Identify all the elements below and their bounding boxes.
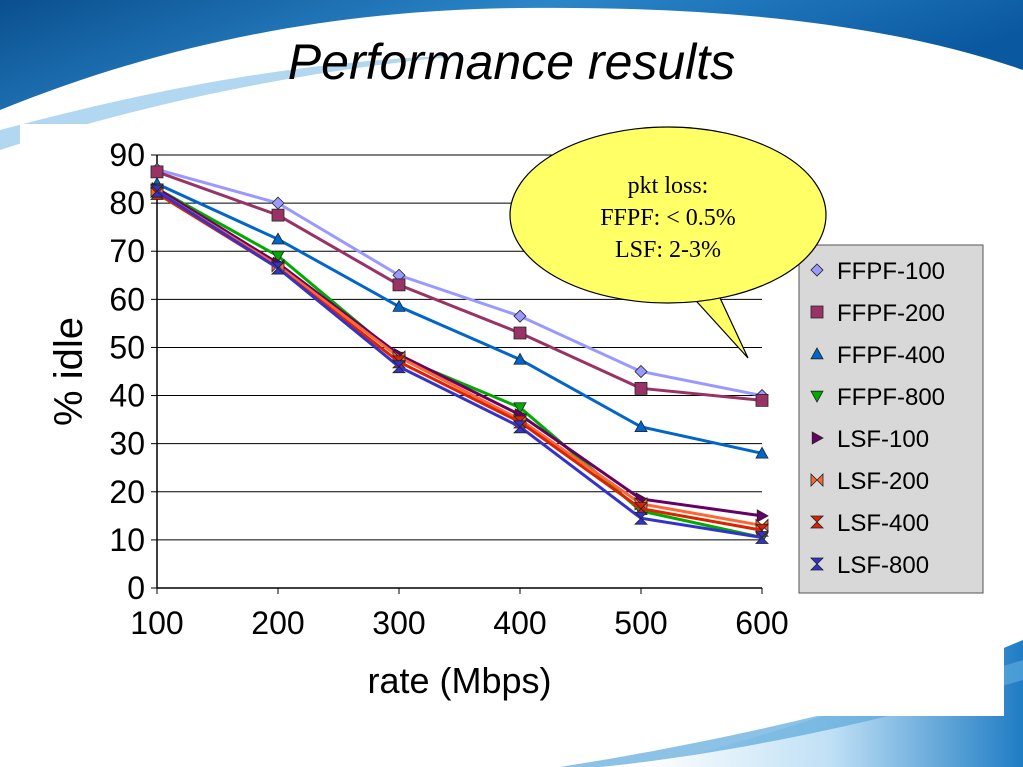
x-axis-label: rate (Mbps) xyxy=(367,660,551,701)
callout-bubble xyxy=(509,126,827,304)
legend-item: FFPF-400 xyxy=(810,342,945,369)
legend-marker xyxy=(810,563,824,571)
data-point xyxy=(634,511,648,519)
legend-marker xyxy=(810,521,824,529)
y-tick-label: 30 xyxy=(109,426,145,462)
x-tick-label: 300 xyxy=(372,605,425,641)
legend-label: LSF-100 xyxy=(837,426,929,453)
legend-label: FFPF-100 xyxy=(837,258,945,285)
y-axis-label: % idle xyxy=(47,317,91,426)
x-tick-label: 600 xyxy=(735,605,788,641)
data-point xyxy=(513,309,527,323)
y-tick-label: 0 xyxy=(127,570,145,606)
y-tick-label: 60 xyxy=(109,281,145,317)
data-point xyxy=(513,352,527,365)
legend-label: FFPF-400 xyxy=(837,342,945,369)
legend-marker xyxy=(810,390,824,403)
legend-item: LSF-400 xyxy=(810,510,929,537)
legend: FFPF-100 FFPF-200 FFPF-400 FFPF-800 LSF-100 L… xyxy=(798,244,984,594)
callout-text: FFPF: < 0.5% xyxy=(600,205,736,231)
data-point xyxy=(392,360,406,368)
data-point xyxy=(755,523,769,531)
series-lsf-800 xyxy=(150,184,769,544)
series-line xyxy=(156,189,763,539)
data-point xyxy=(271,208,285,222)
series-line xyxy=(156,182,763,455)
legend-marker xyxy=(811,431,824,445)
series-line xyxy=(156,167,763,398)
data-point xyxy=(271,267,285,275)
legend-marker xyxy=(810,473,818,487)
data-point xyxy=(755,446,769,459)
data-point xyxy=(634,381,648,395)
y-tick-label: 70 xyxy=(109,233,145,269)
legend-marker xyxy=(810,347,824,360)
legend-item: LSF-800 xyxy=(810,552,929,579)
y-tick-label: 10 xyxy=(109,522,145,558)
data-point xyxy=(756,509,769,523)
legend-box xyxy=(798,244,984,594)
data-point xyxy=(392,299,406,312)
series-line xyxy=(156,187,763,518)
legend-label: FFPF-800 xyxy=(837,384,945,411)
legend-label: FFPF-200 xyxy=(837,300,945,327)
y-tick-label: 50 xyxy=(109,329,145,365)
data-point xyxy=(755,536,769,544)
legend-marker xyxy=(816,473,824,487)
series-line xyxy=(156,189,763,527)
data-point xyxy=(392,355,406,363)
data-point xyxy=(513,402,527,415)
series-line xyxy=(156,187,763,539)
data-point xyxy=(392,366,406,374)
callout-text: LSF: 2-3% xyxy=(615,237,721,263)
y-tick-label: 90 xyxy=(109,137,145,173)
x-tick-label: 100 xyxy=(130,605,183,641)
legend-label: LSF-400 xyxy=(837,510,929,537)
legend-item: LSF-100 xyxy=(811,426,929,453)
y-tick-label: 20 xyxy=(109,474,145,510)
legend-marker xyxy=(810,557,824,565)
callout-seam xyxy=(672,258,702,300)
data-point xyxy=(755,393,769,407)
data-point xyxy=(513,415,527,423)
callout-text: pkt loss: xyxy=(628,173,709,199)
legend-label: LSF-200 xyxy=(837,468,929,495)
data-point xyxy=(755,531,769,539)
data-point xyxy=(150,165,164,179)
data-point xyxy=(513,426,527,434)
y-tick-label: 40 xyxy=(109,378,145,414)
x-tick-label: 200 xyxy=(251,605,304,641)
data-point xyxy=(392,278,406,292)
data-point xyxy=(150,184,164,192)
data-point xyxy=(271,232,285,245)
x-tick-label: 500 xyxy=(614,605,667,641)
series-ffpf-200 xyxy=(150,165,769,407)
legend-item: FFPF-200 xyxy=(810,300,945,327)
series-line xyxy=(156,170,763,402)
legend-marker xyxy=(810,305,824,319)
data-point xyxy=(271,250,285,263)
data-point xyxy=(634,420,648,433)
legend-marker xyxy=(810,263,824,277)
data-point xyxy=(634,364,648,379)
data-point xyxy=(634,502,648,510)
data-point xyxy=(150,190,164,198)
legend-item: FFPF-800 xyxy=(810,384,945,411)
data-point xyxy=(513,326,527,340)
data-point xyxy=(513,420,527,428)
slide-title: Performance results xyxy=(287,34,736,90)
callout: pkt loss: FFPF: < 0.5% LSF: 2-3% xyxy=(509,126,827,359)
series-ffpf-400 xyxy=(150,177,769,459)
legend-label: LSF-800 xyxy=(837,552,929,579)
data-point xyxy=(634,517,648,525)
x-tick-label: 400 xyxy=(493,605,546,641)
data-point xyxy=(271,261,285,269)
legend-item: LSF-200 xyxy=(810,468,929,495)
y-tick-label: 80 xyxy=(109,185,145,221)
legend-item: FFPF-100 xyxy=(810,258,945,285)
legend-marker xyxy=(810,515,824,523)
